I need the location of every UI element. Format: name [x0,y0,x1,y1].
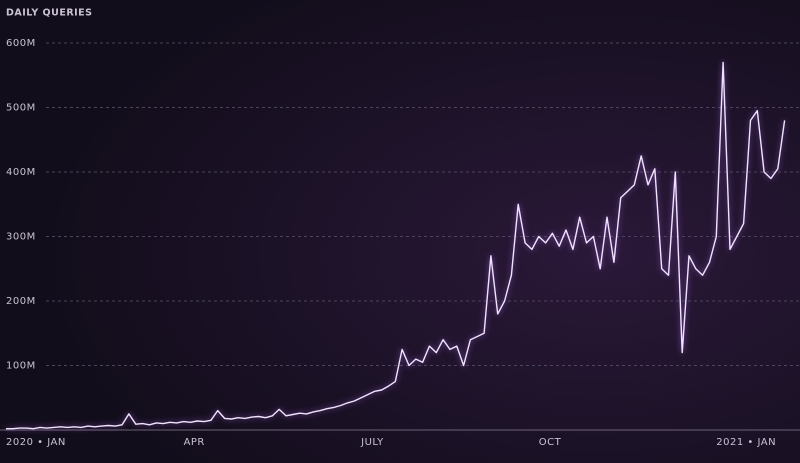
x-tick-label: OCT [539,437,562,448]
line [6,61,786,430]
y-tick-label: 300M [6,232,36,243]
y-tick-label: 100M [6,361,36,372]
x-tick-label: JULY [360,437,384,448]
y-tick-label: 600M [6,38,36,49]
chart-title: DAILY QUERIES [6,8,93,19]
x-tick-label: 2021 • JAN [716,437,776,448]
y-tick-label: 500M [6,103,36,114]
x-tick-label: 2020 • JAN [6,437,66,448]
y-tick-label: 200M [6,296,36,307]
x-tick-label: APR [184,437,205,448]
y-tick-label: 400M [6,167,36,178]
